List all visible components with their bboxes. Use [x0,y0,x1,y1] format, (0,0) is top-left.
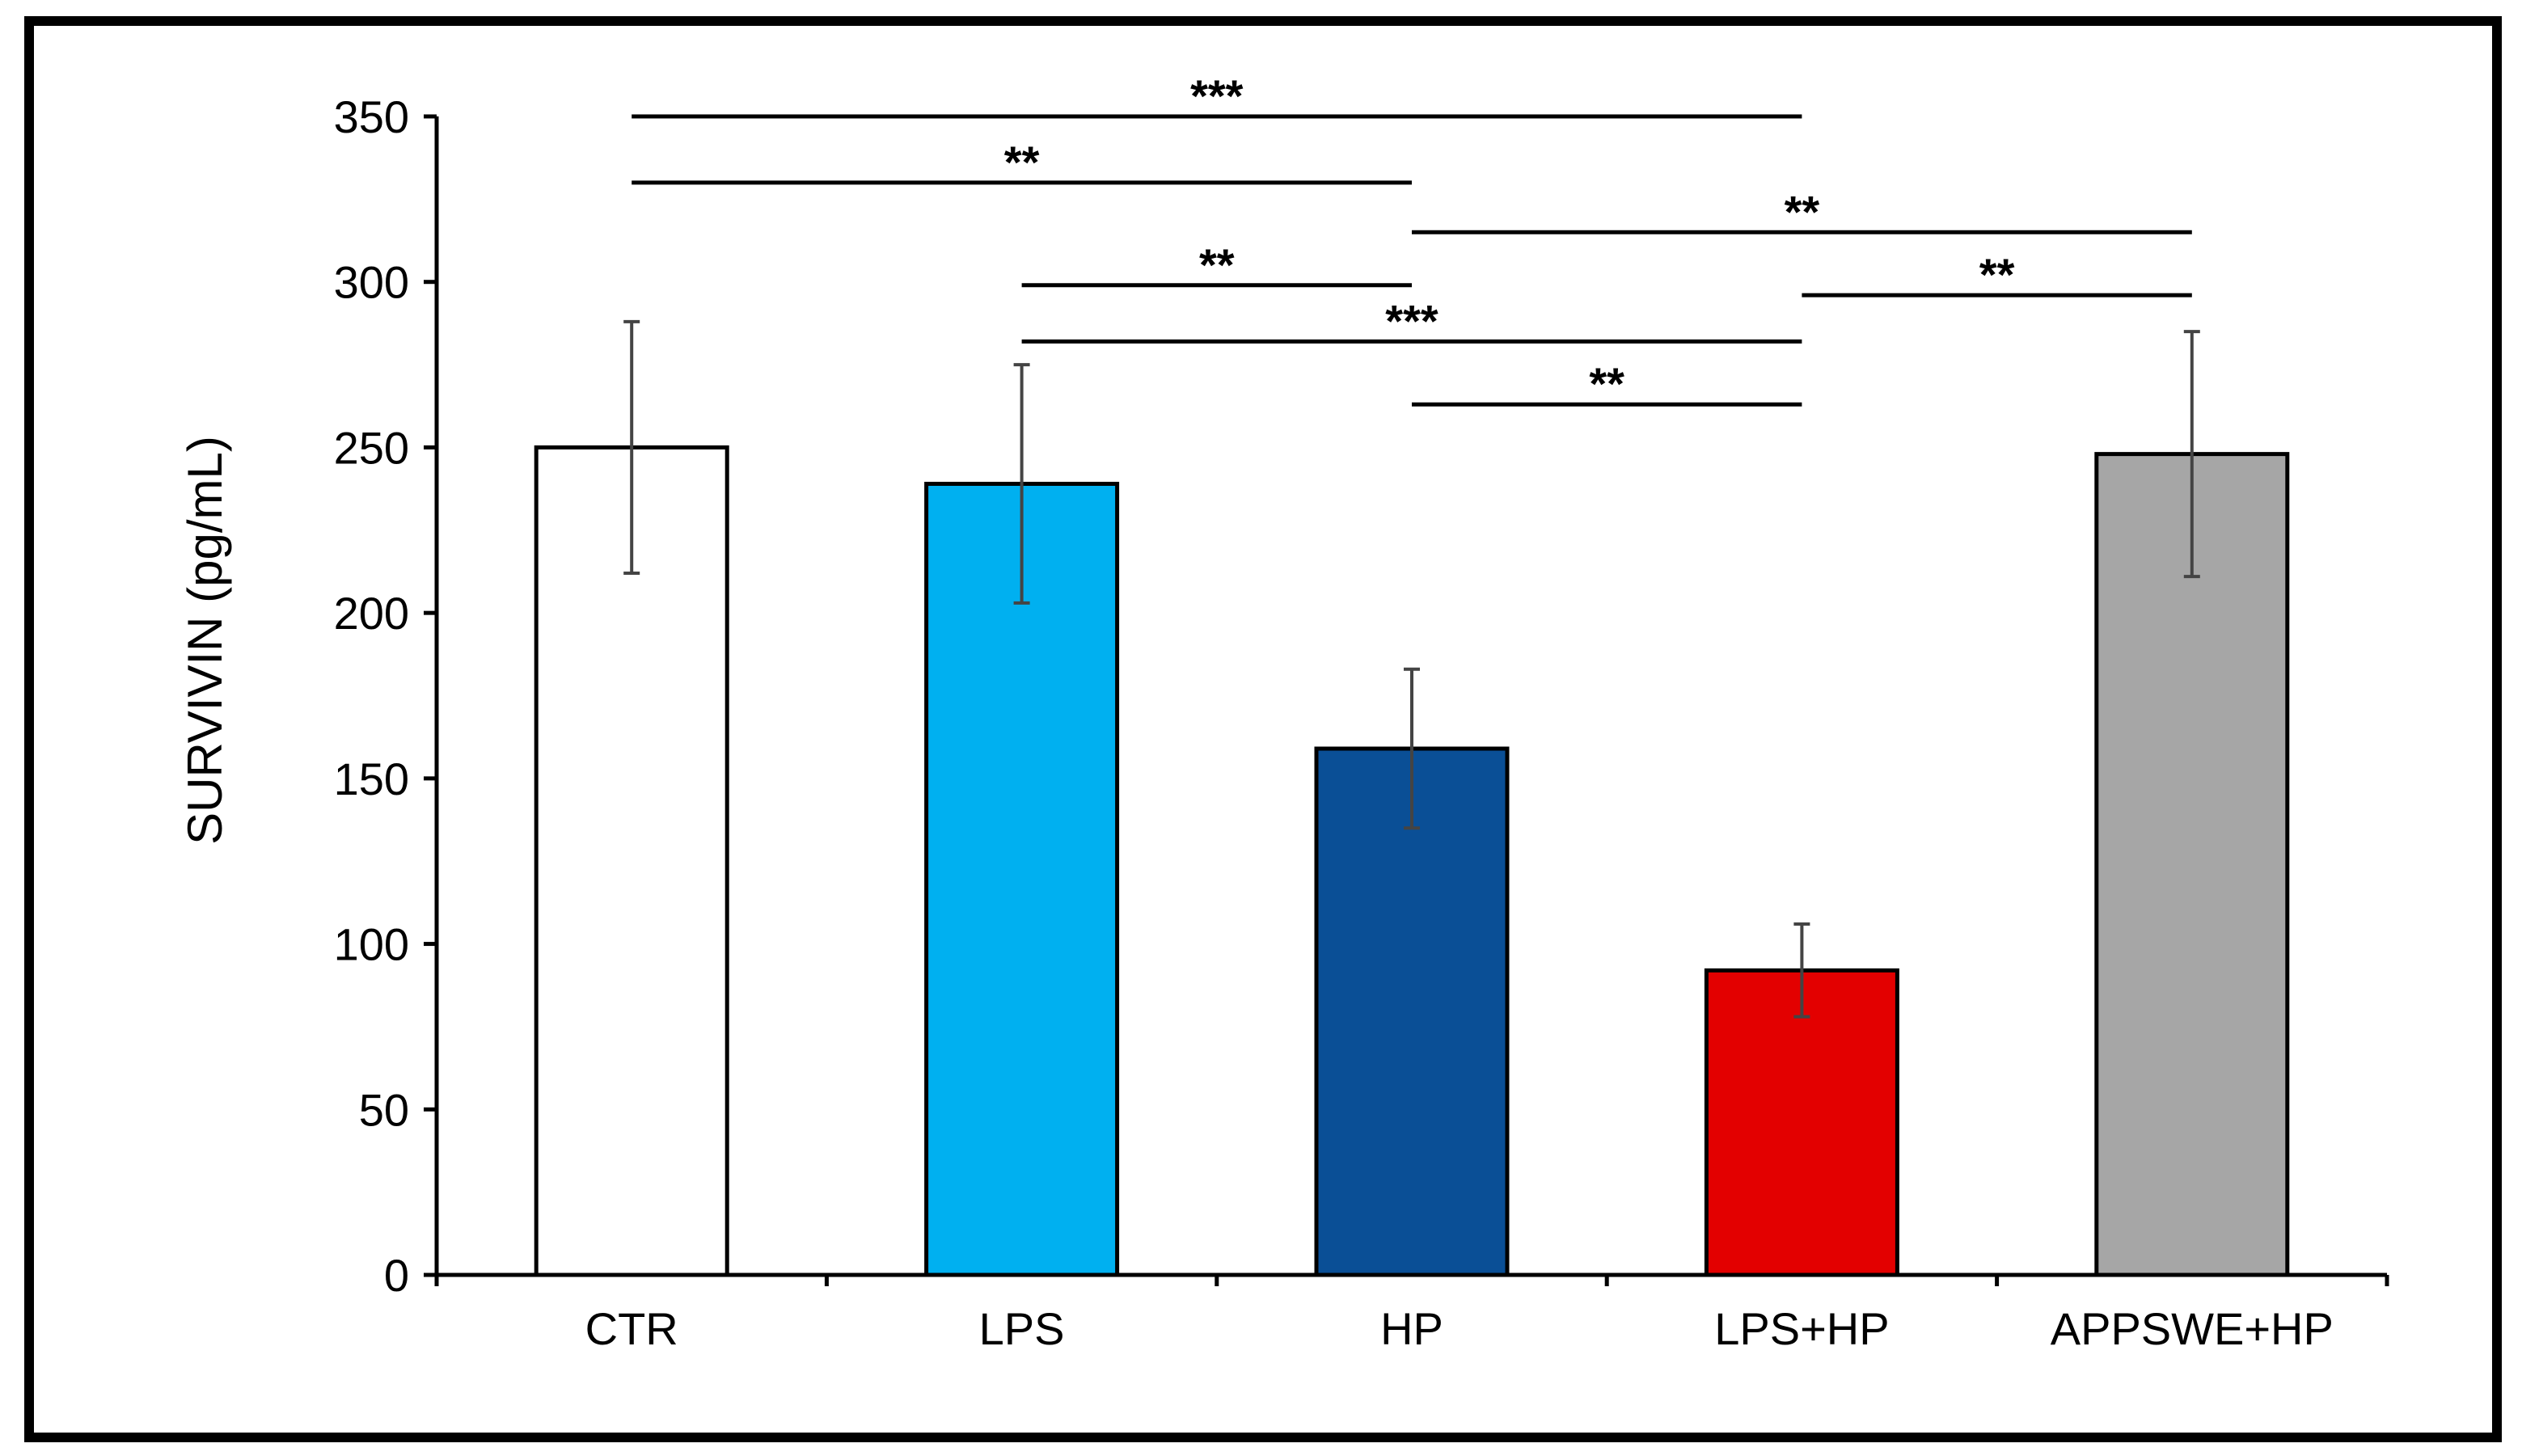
significance-label: ** [1199,239,1235,290]
significance-bracket: ** [1412,358,1802,409]
axes: 0 50 100 150 200 250 300 350 CTR LPS HP LPS+HP APPSW… [334,91,2389,1354]
x-tick-label: CTR [585,1303,678,1354]
error-bar [1793,922,1810,1019]
x-tick-label: APPSWE+HP [2051,1303,2334,1354]
bar [1704,968,1899,1277]
bar [1314,746,1510,1277]
bar [2094,452,2290,1277]
bar-chart: ********* ******* 050100150200250300350CT… [178,70,2389,1354]
y-tick-label: 0 [384,1250,409,1301]
error-bars [623,319,2200,1019]
y-tick-label: 200 [334,588,409,639]
bars [534,445,2290,1277]
y-tick-label: 50 [359,1084,409,1135]
significance-label: ** [1589,358,1624,409]
x-tick-label: HP [1380,1303,1443,1354]
y-tick-label: 100 [334,919,409,970]
bar [924,481,1120,1277]
x-tick-label: LPS [979,1303,1065,1354]
x-tick-label: LPS+HP [1714,1303,1889,1354]
significance-label: ** [1004,137,1040,188]
error-bar [1013,363,1030,605]
significance-bracket: ** [1021,239,1412,290]
error-bar [623,319,640,576]
chart-frame: *** ** ** ** ** *** ** 0 50 100 150 200 250 300 350 CT… [24,16,2502,1442]
y-tick-label: 250 [334,422,409,473]
significance-bracket: ** [1802,249,2192,300]
significance-bracket: *** [632,70,1802,121]
y-axis-label: SURVIVIN (pg/mL) [178,436,232,845]
error-bar [2183,330,2200,579]
y-tick-label: 350 [334,91,409,142]
y-tick-label: 300 [334,257,409,308]
significance-bracket: ** [1412,186,2192,237]
significance-label: ** [1979,249,2015,300]
significance-label: *** [1190,70,1244,121]
error-bar [1404,667,1420,830]
significance-brackets: ********* ******* [632,70,2192,409]
y-tick-label: 150 [334,753,409,804]
significance-label: ** [1785,186,1820,237]
significance-bracket: *** [1021,295,1802,346]
significance-label: *** [1385,295,1438,346]
significance-bracket: ** [632,137,1412,188]
